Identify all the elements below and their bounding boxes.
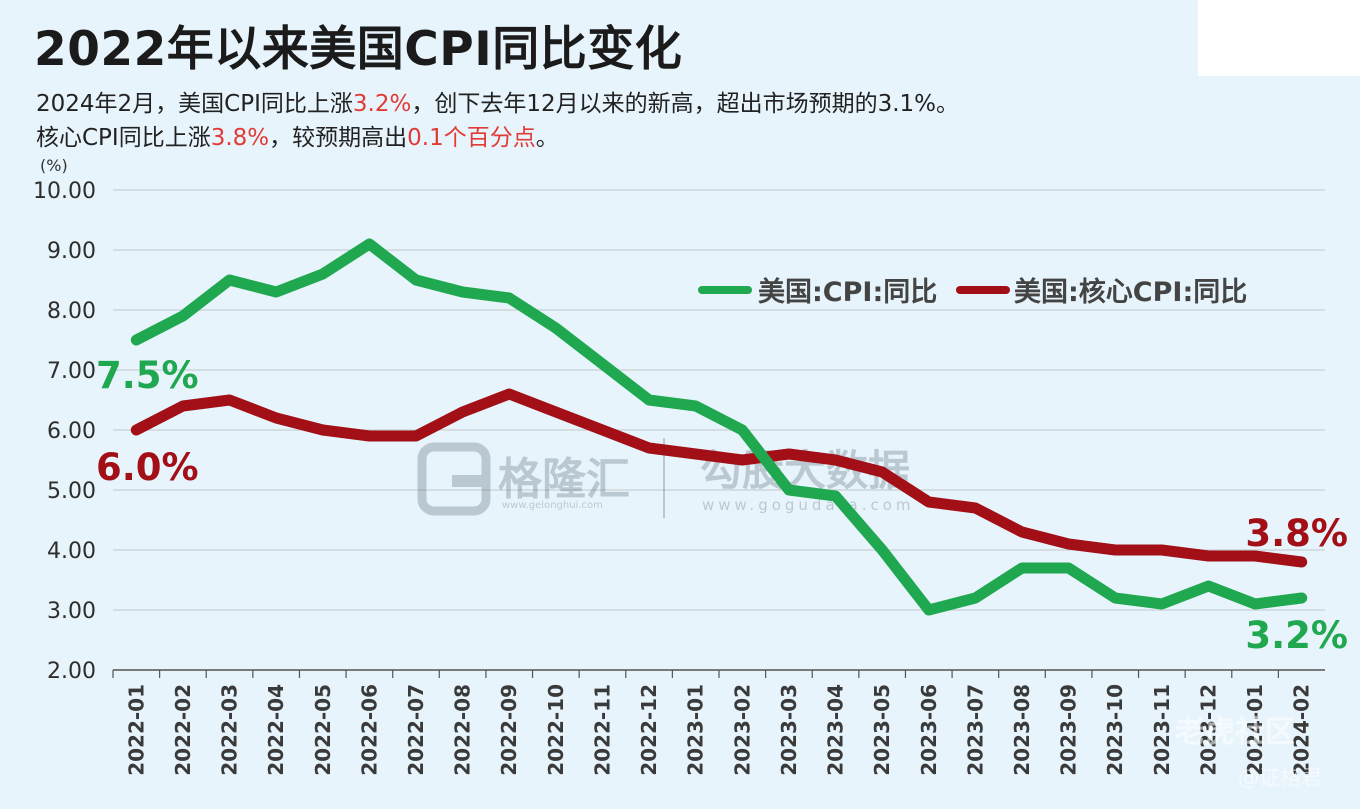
y-tick-label: 6.00 [47,419,96,444]
x-tick-label: 2022-09 [497,684,521,776]
subtitle-segment: 3.2% [352,91,412,117]
x-tick-label: 2024-01 [1243,684,1267,776]
x-tick-label: 2023-01 [684,684,708,776]
subtitle-line-1: 2024年2月，美国CPI同比上涨3.2%，创下去年12月以来的新高，超出市场预… [36,84,959,118]
x-tick-label: 2022-10 [544,684,568,776]
watermark-social: 老虎社区 @证格君 [1175,715,1322,790]
series-line-core [130,388,1308,568]
x-tick-label: 2022-08 [451,684,475,776]
y-tick-label: 5.00 [47,479,96,504]
annotations: 7.5% 6.0% 3.8% 3.2% [96,354,1348,657]
subtitle-segment: 2024年2月，美国CPI同比上涨 [36,91,353,117]
x-tick-label: 2023-08 [1010,684,1034,776]
x-tick-label: 2024-02 [1290,684,1314,776]
y-tick-label: 10.00 [33,179,96,204]
y-unit-label: (%) [40,156,68,175]
y-tick-label: 8.00 [47,299,96,324]
subtitle-segment: ，创下去年12月以来的新高，超出市场预期的3.1%。 [411,91,960,117]
subtitle-line-2: 核心CPI同比上涨3.8%，较预期高出0.1个百分点。 [36,118,559,152]
watermark-brand2-url: www.gogudata.com [702,496,915,514]
subtitle-segment: ，较预期高出 [269,125,408,151]
y-tick-label: 4.00 [47,539,96,564]
x-tick-label: 2022-07 [404,684,428,776]
chart-title: 2022年以来美国CPI同比变化 [34,22,683,77]
legend-label-cpi: 美国:CPI:同比 [758,276,937,308]
x-tick-label: 2023-03 [777,684,801,776]
watermark-brand1: 格隆汇 [498,454,630,505]
data-label: 6.0% [96,446,199,489]
x-tick-label: 2022-03 [218,684,242,776]
corner-panel [1198,0,1360,76]
data-label: 7.5% [96,354,199,397]
watermark-brand1-url: www.gelonghui.com [502,500,603,511]
x-tick-label: 2023-10 [1103,684,1127,776]
legend-label-core: 美国:核心CPI:同比 [1014,276,1247,308]
watermark-social-text: 老虎社区 [1175,715,1295,750]
gelonghui-logo-icon [417,442,491,516]
x-tick-label: 2023-04 [824,684,848,776]
subtitle-segment: 核心CPI同比上涨 [36,125,211,151]
y-tick-label: 9.00 [47,239,96,264]
x-tick-label: 2023-11 [1150,684,1174,776]
x-tick-label: 2023-09 [1057,684,1081,776]
series-lines [130,238,1308,616]
x-tick-label: 2022-01 [124,684,148,776]
legend: 美国:CPI:同比 美国:核心CPI:同比 [698,276,1247,308]
series-line-cpi [130,238,1308,616]
x-tick-label: 2023-06 [917,684,941,776]
x-tick-label: 2023-12 [1196,684,1220,776]
subtitle-segment: 0.1个百分点 [407,125,536,151]
subtitle-segment: 。 [535,125,559,151]
x-tick-labels: 2022-01 2022-02 2022-03 2022-04 2022-05 2022-… [112,670,1314,776]
x-tick-label: 2022-02 [171,684,195,776]
data-label: 3.8% [1245,512,1348,555]
y-tick-labels: 2.00 3.00 4.00 5.00 6.00 7.00 8.00 9.00 10.00 [33,179,96,684]
x-tick-label: 2023-02 [730,684,754,776]
x-tick-label: 2022-05 [311,684,335,776]
watermark-author-text: @证格君 [1238,766,1322,790]
x-tick-label: 2022-11 [590,684,614,776]
gridlines [113,189,1325,671]
data-label: 3.2% [1245,614,1348,657]
x-tick-label: 2022-12 [637,684,661,776]
y-tick-label: 7.00 [47,359,96,384]
y-tick-label: 2.00 [47,659,96,684]
x-tick-label: 2023-05 [870,684,894,776]
x-tick-label: 2022-06 [357,684,381,776]
x-tick-label: 2022-04 [264,684,288,776]
x-tick-label: 2023-07 [963,684,987,776]
y-tick-label: 3.00 [47,599,96,624]
subtitle-segment: 3.8% [210,125,270,151]
